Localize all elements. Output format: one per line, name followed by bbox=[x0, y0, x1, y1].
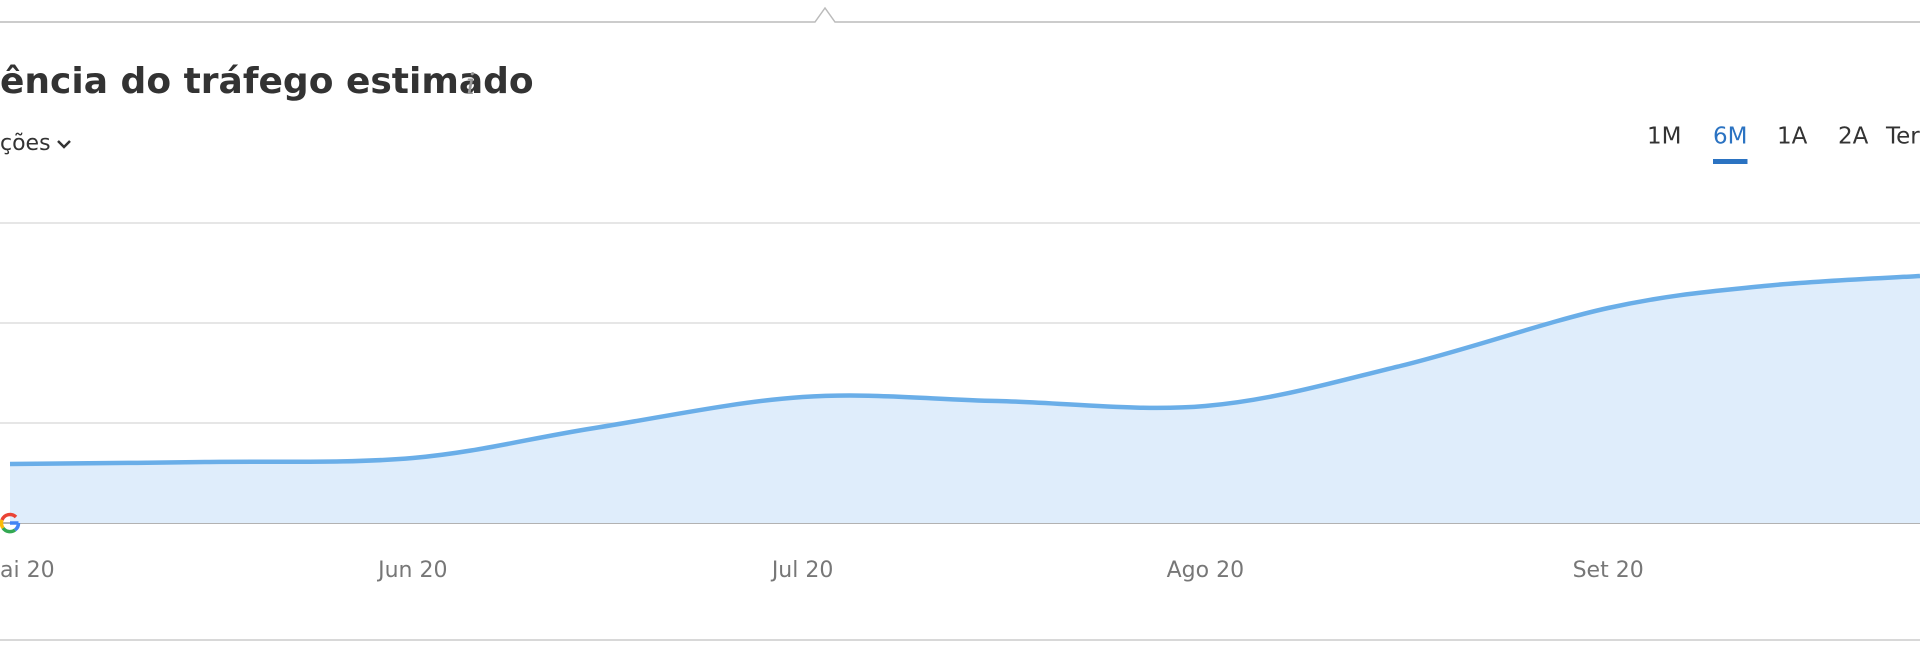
area-fill bbox=[10, 276, 1920, 523]
dropdown[interactable]: ções bbox=[0, 131, 71, 156]
panel-border bbox=[0, 6, 1920, 23]
plot: ai 20 Jun 20 Jul 20 Ago 20 Set 20 bbox=[0, 222, 1920, 583]
period-button[interactable]: 2A bbox=[1838, 124, 1869, 150]
google-arc bbox=[13, 522, 21, 532]
period-button[interactable]: 1A bbox=[1777, 124, 1808, 150]
google-arc bbox=[0, 512, 18, 521]
x-tick-label: Jul 20 bbox=[770, 558, 834, 583]
x-tick-label: Ago 20 bbox=[1167, 558, 1244, 583]
period-button[interactable]: 1M bbox=[1647, 124, 1681, 150]
x-tick-label: Jun 20 bbox=[376, 558, 447, 583]
x-tick-label: ai 20 bbox=[0, 558, 55, 583]
area-line bbox=[9, 273, 1920, 467]
period-button[interactable]: Ter bbox=[1885, 124, 1920, 150]
chevron bbox=[57, 140, 71, 149]
title: ência do tráfego estimado bbox=[0, 61, 534, 102]
google-arc bbox=[1, 526, 17, 534]
google-arc bbox=[0, 519, 5, 530]
google-marker bbox=[0, 512, 21, 534]
dropdown-label[interactable]: ções bbox=[0, 131, 51, 156]
active-underline bbox=[1713, 159, 1748, 164]
info-icon[interactable]: i bbox=[466, 67, 476, 102]
period-button[interactable]: 6M bbox=[1713, 124, 1747, 150]
x-tick-label: Set 20 bbox=[1573, 558, 1644, 583]
